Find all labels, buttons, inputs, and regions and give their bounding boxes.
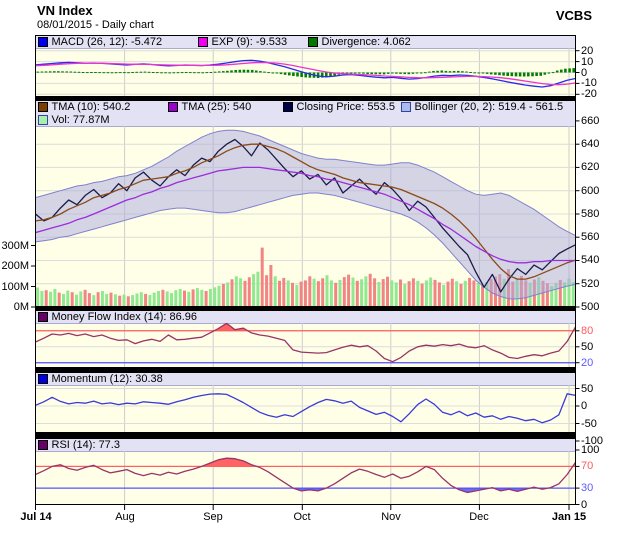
legend-item-macd-0: MACD (26, 12): -5.472 [37,35,163,48]
xaxis-label-4: Nov [381,511,401,523]
legend-swatch-icon [37,36,48,47]
legend-label: Divergence: 4.062 [321,35,411,48]
macd-ytick: 0 [581,67,588,79]
legend-swatch-icon [37,101,48,112]
legend-label: Momentum (12): 30.38 [51,372,163,385]
xaxis-label-0: Jul 14 [20,511,52,523]
legend-label: Vol: 77.87M [51,113,110,126]
rsi-ytick: 30 [581,482,594,494]
volume-ytick: 100M [1,281,29,293]
legend-item-price-4: Vol: 77.87M [37,113,110,126]
legend-item-rsi-0: RSI (14): 77.3 [37,438,120,451]
xaxis-label-6: Jan 15 [551,511,587,523]
volume-ytick: 200M [1,260,29,272]
xaxis-label-2: Sep [203,511,223,523]
price-ytick: 580 [581,208,600,220]
rsi-ytick: 100 [581,444,600,456]
volume-ytick: 0M [13,301,29,313]
legend-label: RSI (14): 77.3 [51,438,120,451]
xaxis-label-5: Dec [469,511,489,523]
legend-item-macd-2: Divergence: 4.062 [307,35,411,48]
legend-swatch-icon [37,114,48,125]
macd-ytick: -10 [581,77,597,89]
legend-item-price-3: Bollinger (20, 2): 519.4 - 561.5 [400,100,564,113]
legend-label: TMA (25): 540 [181,100,252,113]
price-ytick: 600 [581,185,600,197]
price-ytick: 660 [581,115,600,127]
rsi-ytick: 70 [581,460,594,472]
price-ytick: 640 [581,138,600,150]
legend-item-mfi-0: Money Flow Index (14): 86.96 [37,310,198,323]
page-title: VN Index [37,3,93,18]
legend-label: EXP (9): -9.533 [211,35,288,48]
legend-swatch-icon [282,101,293,112]
legend-item-price-2: Closing Price: 553.5 [282,100,395,113]
momentum-ytick: 50 [581,383,594,395]
legend-swatch-icon [307,36,318,47]
rsi-ytick: 0 [581,499,588,511]
legend-item-momentum-0: Momentum (12): 30.38 [37,372,163,385]
legend-item-price-1: TMA (25): 540 [167,100,252,113]
legend-swatch-icon [400,101,411,112]
momentum-ytick: -50 [581,418,597,430]
legend-swatch-icon [37,311,48,322]
legend-swatch-icon [197,36,208,47]
legend-swatch-icon [37,439,48,450]
legend-swatch-icon [167,101,178,112]
mfi-ytick: 20 [581,357,594,369]
legend-label: Bollinger (20, 2): 519.4 - 561.5 [414,100,564,113]
mfi-ytick: 50 [581,341,594,353]
momentum-ytick: 0 [581,400,588,412]
chart-subtitle: 08/01/2015 - Daily chart [37,19,154,31]
price-ytick: 560 [581,231,600,243]
price-ytick: 620 [581,161,600,173]
legend-swatch-icon [37,373,48,384]
legend-label: TMA (10): 540.2 [51,100,131,113]
mfi-ytick: 80 [581,325,594,337]
legend-item-price-0: TMA (10): 540.2 [37,100,131,113]
macd-ytick: 20 [581,45,594,57]
momentum-ytick: -100 [581,435,604,447]
legend-item-macd-1: EXP (9): -9.533 [197,35,288,48]
xaxis-label-3: Oct [293,511,311,523]
price-ytick: 520 [581,278,600,290]
macd-ytick: 10 [581,56,594,68]
legend-label: Money Flow Index (14): 86.96 [51,310,198,323]
volume-ytick: 300M [1,240,29,252]
legend-label: Closing Price: 553.5 [296,100,395,113]
brand-logo: VCBS [555,8,592,23]
price-ytick: 500 [581,301,600,313]
macd-ytick: -20 [581,88,597,100]
xaxis-label-1: Aug [115,511,135,523]
legend-label: MACD (26, 12): -5.472 [51,35,163,48]
price-ytick: 540 [581,254,600,266]
